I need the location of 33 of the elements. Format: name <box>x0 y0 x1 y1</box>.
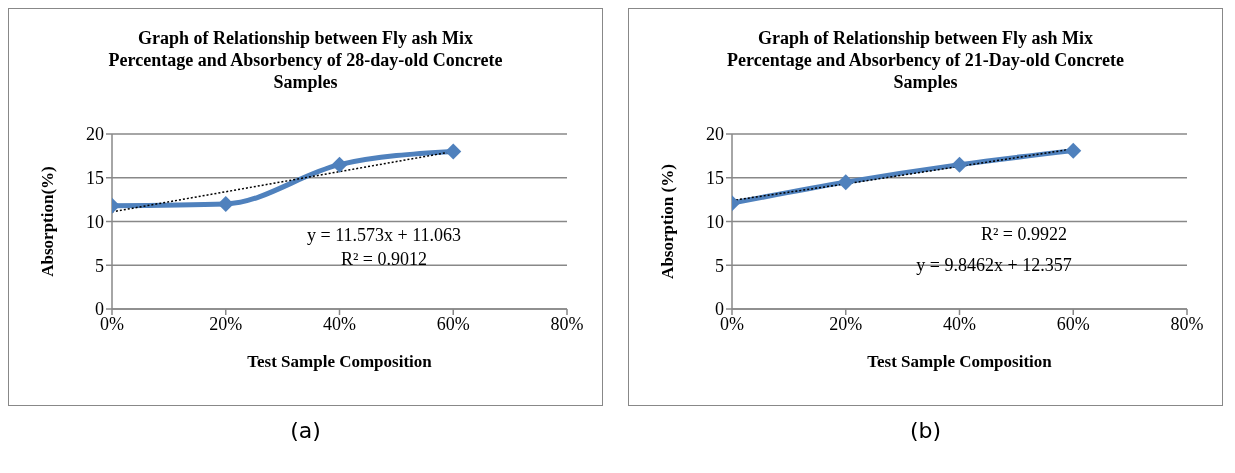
point <box>837 174 854 191</box>
text: (b) <box>909 418 942 443</box>
x-axis-title: Test Sample Composition <box>867 352 1053 371</box>
y-tick-label: 10 <box>86 211 104 232</box>
y-tick-label: 15 <box>86 168 104 189</box>
point <box>331 156 348 173</box>
x-tick-label: 80% <box>550 313 584 334</box>
x-tick-label: 60% <box>436 313 470 334</box>
x-tick-label: 40% <box>323 313 356 334</box>
x-tick-label: 80% <box>1170 313 1204 334</box>
x-tick-label: 40% <box>943 313 976 334</box>
y-tick-label: 10 <box>706 211 724 232</box>
chart-title: Graph of Relationship between Fly ash Mix Percentage and Absorbency of 21-Day-old Concrete Samples <box>726 27 1125 93</box>
point <box>1065 142 1082 159</box>
annotation: y = 9.8462x + 12.357 <box>916 255 1072 276</box>
y-tick-label: 5 <box>95 255 104 276</box>
point <box>445 143 462 160</box>
text: (a) <box>290 418 321 443</box>
annotation: R² = 0.9922 <box>980 224 1068 245</box>
x-tick-label: 20% <box>829 313 863 334</box>
x-tick-label: 20% <box>209 313 243 334</box>
x-tick-label: 60% <box>1056 313 1090 334</box>
y-tick-label: 20 <box>706 124 724 145</box>
y-axis-title: Absorption(%) <box>38 166 58 277</box>
point <box>951 156 968 173</box>
y-tick-label: 20 <box>86 124 104 145</box>
y-axis-title: Absorption (%) <box>658 164 678 279</box>
annotation: R² = 0.9012 <box>340 249 428 270</box>
x-axis-title: Test Sample Composition <box>247 352 433 371</box>
annotation: y = 11.573x + 11.063 <box>307 225 461 246</box>
y-tick-label: 5 <box>715 255 724 276</box>
chart-title: Graph of Relationship between Fly ash Mix Percentage and Absorbency of 28-day-old Concrete Samples <box>107 27 504 93</box>
y-tick-label: 15 <box>706 168 724 189</box>
